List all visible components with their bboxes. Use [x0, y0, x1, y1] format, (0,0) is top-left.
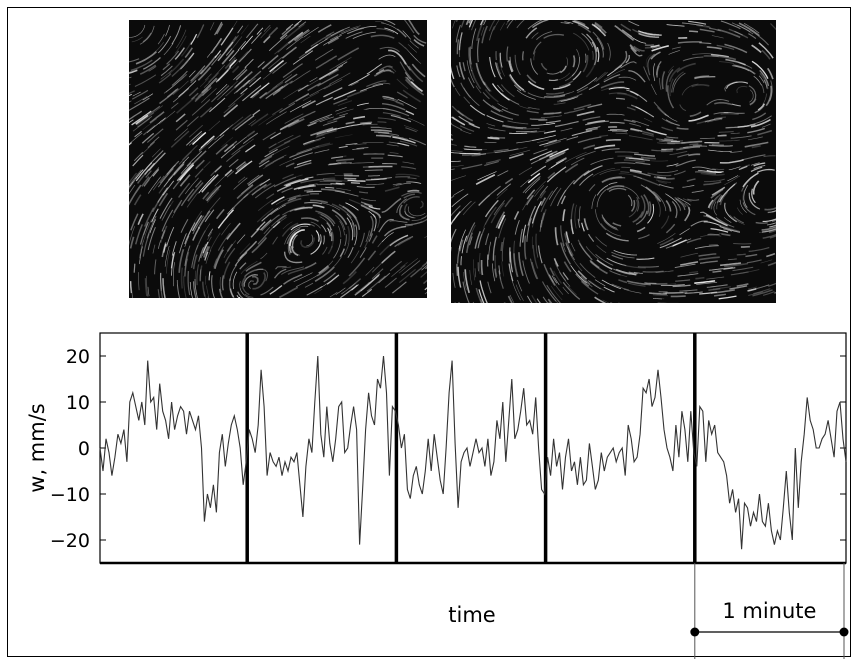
x-axis-label: time — [448, 603, 495, 627]
y-tick-label: −10 — [50, 484, 90, 506]
y-tick-label: 20 — [66, 346, 90, 368]
y-tick-label: 10 — [66, 392, 90, 414]
flow-streaks-left — [129, 20, 427, 298]
y-tick-label: 0 — [78, 438, 90, 460]
y-tick-label: −20 — [50, 530, 90, 552]
series-line — [99, 355, 847, 550]
plot-border — [99, 332, 847, 564]
flow-streaks-right — [451, 20, 776, 303]
scale-bar-end-right — [839, 627, 849, 637]
plot-area — [99, 332, 847, 564]
flow-image-left — [129, 20, 427, 298]
y-axis: 20 10 0 −10 −20 — [50, 346, 846, 552]
flow-image-right — [451, 20, 776, 303]
scale-bar: 1 minute — [690, 563, 849, 659]
scale-bar-label: 1 minute — [722, 599, 816, 623]
segment-dividers — [245, 333, 697, 563]
scale-bar-end-left — [690, 627, 700, 637]
y-axis-label: w, mm/s — [25, 403, 49, 492]
